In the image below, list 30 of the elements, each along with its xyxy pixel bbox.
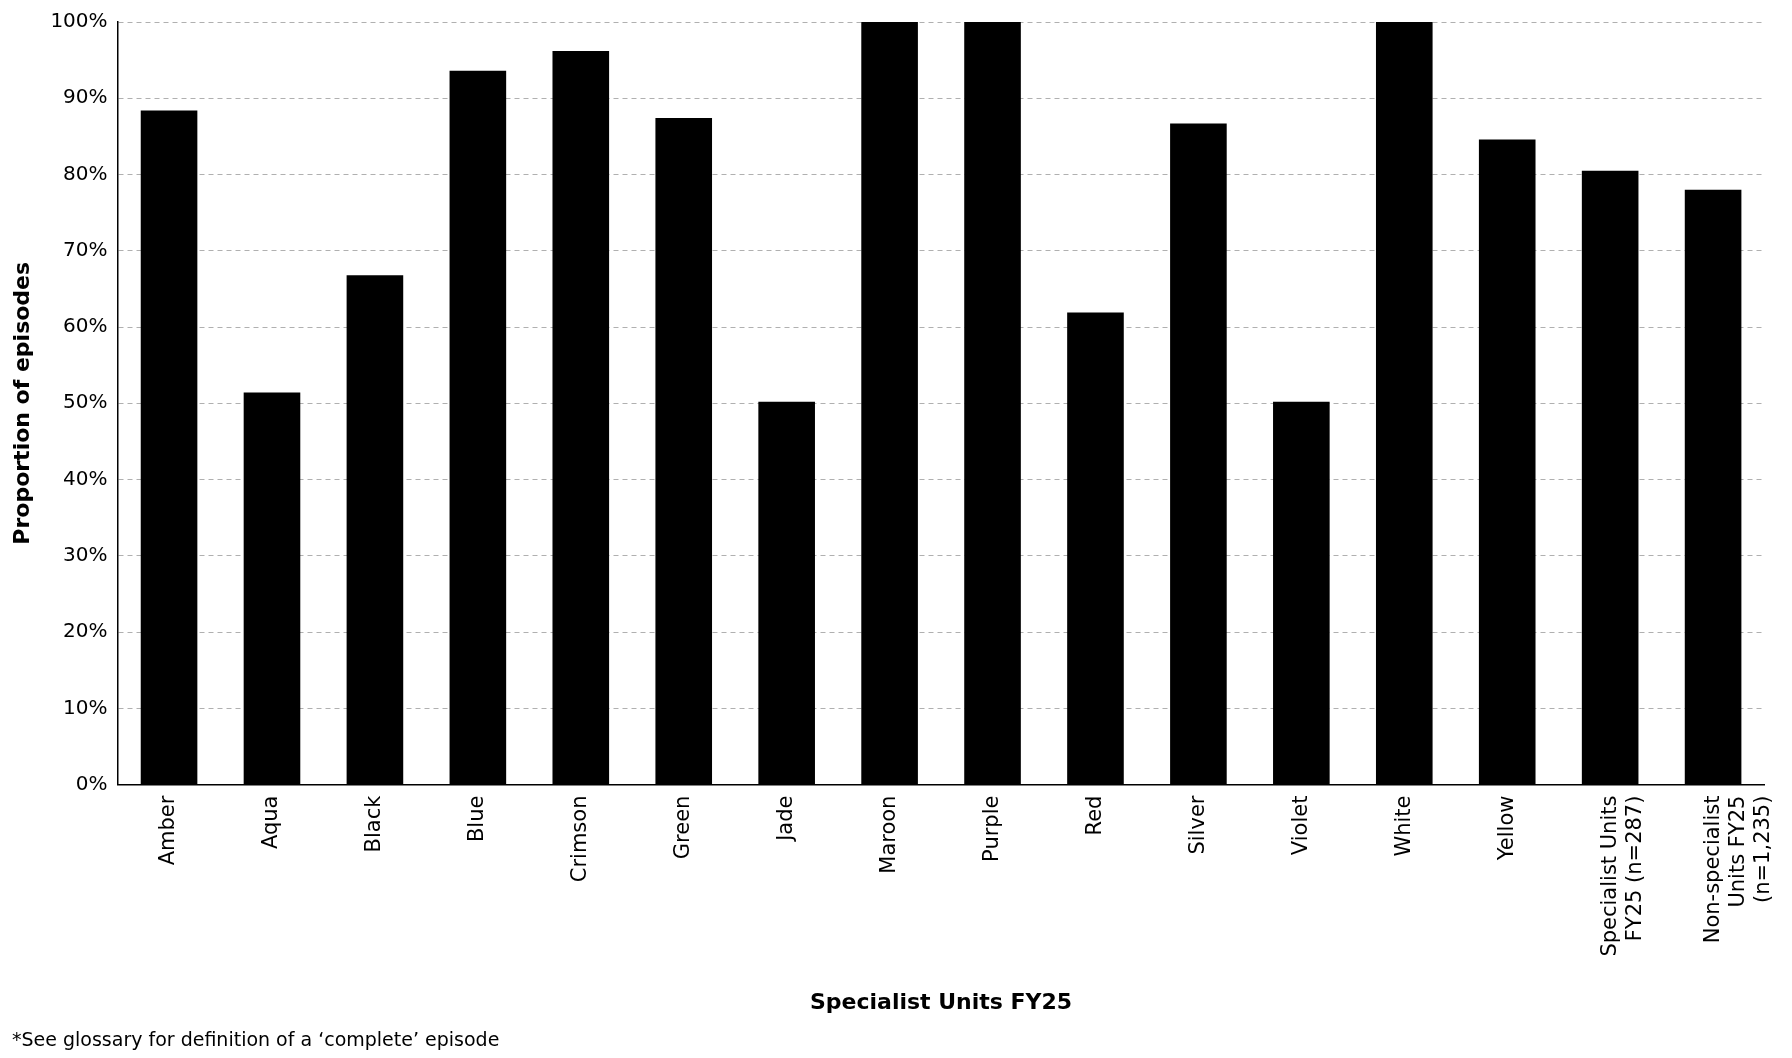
x-tick-label: Maroon	[876, 795, 901, 874]
y-tick-label: 70%	[63, 236, 108, 261]
x-tick-label: Yellow	[1493, 795, 1518, 862]
text: *See glossary for definition of a ‘complete’ episode	[12, 1028, 500, 1050]
x-tick-label: Green	[670, 795, 695, 860]
x-tick-label: Aqua	[258, 795, 283, 850]
x-tick-label: Black	[361, 794, 386, 853]
y-tick-label: 90%	[63, 84, 108, 109]
x-tick-label: Purple	[978, 795, 1003, 862]
x-tick-label: Crimson	[567, 795, 592, 883]
x-axis-title: Specialist Units FY25	[809, 988, 1073, 1014]
y-tick-label: 20%	[63, 618, 108, 643]
y-tick-label: 0%	[75, 770, 108, 795]
x-tick-label: Amber	[155, 795, 180, 866]
y-tick-label: 60%	[63, 313, 108, 338]
x-tick-label: Jade	[773, 795, 798, 843]
y-tick-label: 10%	[63, 694, 108, 719]
y-tick-label: 30%	[63, 542, 108, 566]
x-tick-label: Silver	[1184, 795, 1209, 855]
y-tick-label: 40%	[63, 465, 108, 490]
y-tick-label: 100%	[50, 8, 108, 33]
x-tick-label: Specialist Units FY25 (n=287)	[1596, 795, 1646, 957]
y-axis-title: Proportion of episodes	[8, 261, 34, 545]
x-tick-label: Blue	[464, 795, 489, 843]
x-tick-label: Red	[1081, 795, 1106, 836]
x-tick-label: Violet	[1287, 795, 1312, 856]
y-tick-label: 80%	[63, 160, 108, 185]
x-tick-label: Non-specialist Units FY25 (n=1,235)	[1699, 795, 1774, 944]
x-tick-label: White	[1390, 795, 1415, 857]
y-tick-label: 50%	[63, 389, 108, 414]
